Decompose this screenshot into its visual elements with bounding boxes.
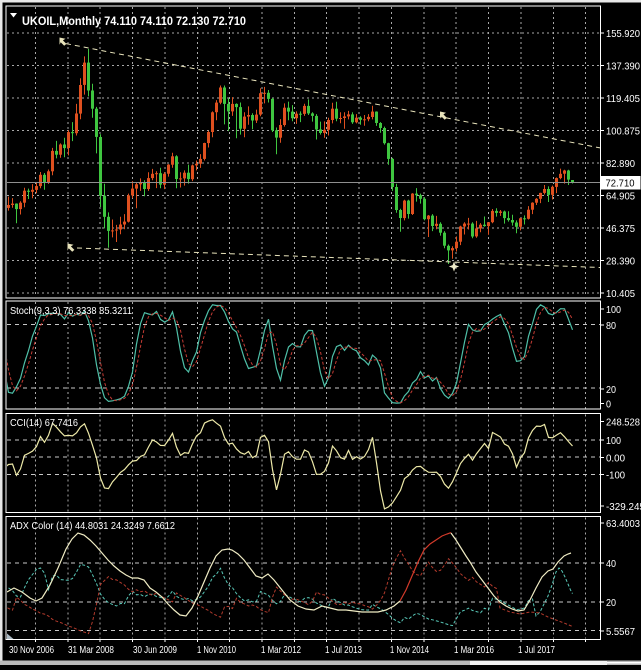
svg-text:Stoch(9,3,3) 76.3338 85.3211: Stoch(9,3,3) 76.3338 85.3211 <box>10 305 132 317</box>
svg-text:31 Mar 2008: 31 Mar 2008 <box>68 644 114 656</box>
svg-text:82.890: 82.890 <box>606 158 635 170</box>
svg-text:1 Jul 2017: 1 Jul 2017 <box>518 644 555 656</box>
svg-text:-329.245: -329.245 <box>606 501 641 513</box>
svg-text:1 Jul 2013: 1 Jul 2013 <box>325 644 362 656</box>
svg-text:5.5567: 5.5567 <box>606 626 635 638</box>
svg-text:100.875: 100.875 <box>606 126 640 138</box>
svg-text:1 Nov 2010: 1 Nov 2010 <box>197 644 236 656</box>
svg-text:0: 0 <box>606 399 611 411</box>
svg-text:ADX Color (14) 44.8031 24.3249: ADX Color (14) 44.8031 24.3249 7.6612 <box>10 520 175 532</box>
svg-text:80: 80 <box>606 320 616 332</box>
svg-text:64.905: 64.905 <box>606 191 635 203</box>
svg-text:100: 100 <box>606 304 621 316</box>
svg-text:46.375: 46.375 <box>606 223 635 235</box>
svg-text:10.405: 10.405 <box>606 288 635 300</box>
svg-text:30 Nov 2006: 30 Nov 2006 <box>9 644 54 656</box>
svg-text:0.00: 0.00 <box>606 453 625 465</box>
svg-text:UKOIL,Monthly 74.110 74.110 7: UKOIL,Monthly 74.110 74.110 72.130 72.71… <box>22 14 246 28</box>
svg-text:1 Nov 2014: 1 Nov 2014 <box>390 644 429 656</box>
svg-text:-100: -100 <box>606 470 625 482</box>
svg-text:248.528: 248.528 <box>606 417 640 429</box>
svg-text:40: 40 <box>606 558 616 570</box>
svg-text:63.4003: 63.4003 <box>606 518 640 530</box>
svg-text:20: 20 <box>606 597 616 609</box>
svg-text:72.710: 72.710 <box>606 178 635 190</box>
svg-text:1 Mar 2016: 1 Mar 2016 <box>454 644 494 656</box>
svg-text:119.405: 119.405 <box>606 93 640 105</box>
svg-text:28.390: 28.390 <box>606 256 635 268</box>
svg-text:1 Mar 2012: 1 Mar 2012 <box>261 644 301 656</box>
svg-text:155.920: 155.920 <box>606 28 640 40</box>
svg-text:30 Jun 2009: 30 Jun 2009 <box>133 644 177 656</box>
svg-text:137.390: 137.390 <box>606 61 640 73</box>
svg-text:20: 20 <box>606 384 616 396</box>
svg-text:CCI(14) 67.7416: CCI(14) 67.7416 <box>10 417 78 429</box>
svg-text:100: 100 <box>606 435 621 447</box>
